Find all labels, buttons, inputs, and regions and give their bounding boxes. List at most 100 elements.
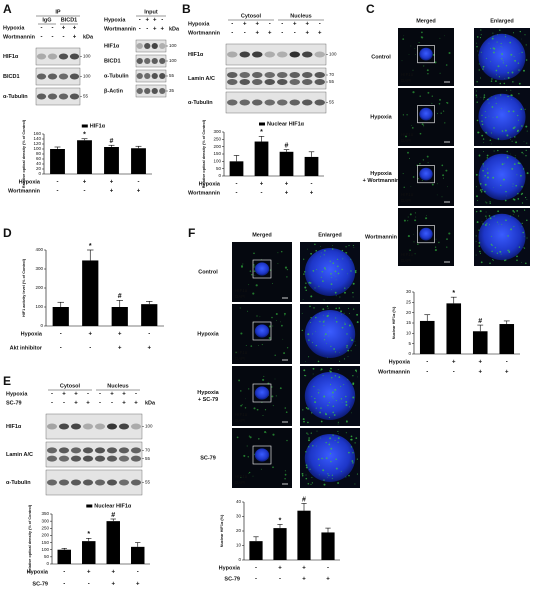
hif-signal — [498, 76, 501, 78]
band-label: α-Tubulin — [3, 94, 28, 100]
hif-signal — [349, 406, 350, 408]
hif-signal — [253, 407, 256, 410]
y-tick-label: 250 — [41, 525, 49, 530]
hif-signal — [493, 150, 495, 152]
hif-signal — [351, 339, 354, 342]
condition-sign: - — [261, 191, 263, 197]
y-tick-label: 100 — [41, 547, 49, 552]
hif-signal — [477, 50, 479, 52]
hif-signal — [284, 266, 288, 269]
hif-signal — [504, 36, 507, 38]
blot-band — [58, 73, 69, 80]
hif-signal — [272, 433, 275, 436]
panel-label: D — [3, 226, 12, 240]
blot-band — [289, 51, 300, 58]
hif-signal — [253, 264, 255, 266]
condition-sign: + — [255, 31, 259, 37]
hif-signal — [402, 114, 405, 116]
hif-signal — [350, 438, 353, 441]
hif-signal — [354, 340, 356, 342]
y-tick-label: 40 — [236, 499, 242, 504]
blot-band — [277, 51, 288, 58]
row-label: Wortmannin — [365, 234, 398, 240]
nucleus-small — [254, 386, 270, 400]
condition-sign: - — [51, 392, 53, 398]
blot-group: BICD1 — [61, 17, 78, 23]
hif-signal — [314, 397, 316, 400]
condition-label: Wortmannin — [8, 188, 41, 194]
condition-sign: + — [88, 332, 92, 338]
hif-signal — [505, 65, 508, 67]
blot-band — [46, 447, 58, 454]
hif-signal — [492, 51, 495, 54]
hif-signal — [347, 356, 349, 357]
y-tick-label: 20 — [36, 166, 42, 171]
hif-signal — [249, 270, 252, 272]
hif-signal — [259, 316, 261, 318]
condition-sign: + — [74, 392, 78, 398]
hif-signal — [513, 56, 515, 58]
condition-label: Hypoxia — [219, 565, 241, 571]
hif-signal — [414, 253, 416, 255]
hif-signal — [282, 338, 284, 340]
hif-signal — [482, 163, 484, 165]
bar — [499, 324, 515, 354]
error-bar — [233, 155, 240, 162]
condition-sign: - — [161, 18, 163, 24]
hif-signal — [328, 312, 329, 314]
hif-signal — [319, 389, 321, 391]
hif-signal — [521, 261, 523, 263]
hif-signal — [305, 289, 307, 292]
significance-label: # — [302, 496, 306, 503]
condition-sign: + — [153, 18, 157, 24]
hif-signal — [238, 379, 241, 382]
condition-label: Wortmannin — [3, 34, 36, 40]
hif-signal — [477, 200, 479, 202]
hif-signal — [348, 324, 351, 327]
hif-signal — [272, 405, 274, 407]
hif-signal — [434, 61, 437, 64]
hif-signal — [331, 474, 334, 476]
band-label: BICD1 — [104, 58, 121, 64]
bar — [131, 546, 145, 564]
blot-band — [130, 479, 142, 486]
hif-signal — [502, 47, 503, 49]
hif-signal — [518, 246, 521, 248]
hif-signal — [340, 470, 342, 472]
nucleus-large — [304, 372, 356, 420]
hif-signal — [479, 174, 481, 176]
kda-value: 35 — [169, 88, 175, 93]
hif-signal — [311, 482, 314, 484]
hif-signal — [524, 34, 526, 36]
hif-signal — [523, 141, 525, 142]
hif-signal — [410, 45, 412, 47]
hif-signal — [304, 271, 306, 273]
band-label: HIF1α — [104, 43, 120, 49]
hif-signal — [277, 252, 279, 254]
hif-signal — [263, 375, 265, 377]
zoom-box — [252, 259, 272, 279]
hif-signal — [407, 235, 410, 238]
hif-signal — [315, 316, 317, 319]
band-label: HIF1α — [3, 54, 19, 60]
condition-sign: - — [137, 570, 139, 576]
hif-signal — [497, 149, 499, 152]
blot-band — [314, 79, 325, 85]
hif-signal — [502, 60, 504, 62]
blot-band — [151, 43, 158, 49]
hif-signal — [476, 221, 479, 224]
condition-sign: - — [231, 22, 233, 28]
hif-signal — [323, 339, 326, 341]
blot-band — [94, 447, 106, 454]
hif-signal — [312, 367, 315, 370]
hif-signal — [305, 451, 307, 453]
hif-signal — [254, 275, 256, 276]
hif-signal — [320, 256, 321, 258]
band-label: α-Tubulin — [6, 480, 31, 486]
hif-signal — [354, 270, 357, 272]
hif-signal — [343, 358, 346, 360]
hif-signal — [415, 216, 417, 218]
y-axis-label: Nuclear HIF1α (%) — [392, 306, 396, 339]
blot-band — [159, 73, 166, 79]
hif-signal — [323, 267, 326, 269]
